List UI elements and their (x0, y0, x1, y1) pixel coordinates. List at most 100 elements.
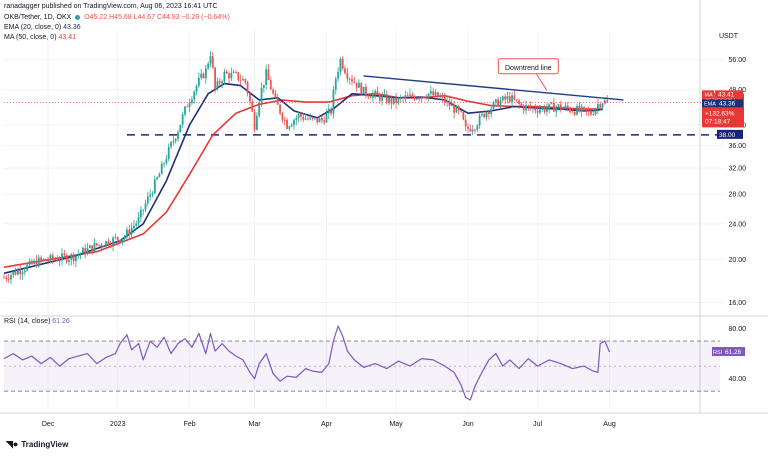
candle-body (260, 87, 263, 102)
candle-body (191, 99, 193, 104)
candle-body (230, 72, 233, 79)
rsi-tag-name-bg (712, 347, 723, 357)
candle-body (300, 113, 302, 117)
candle-body (17, 270, 19, 275)
candle-body (441, 96, 444, 98)
candle-body (603, 100, 606, 104)
rsi-tick-label: 80.00 (728, 326, 746, 333)
candle-body (344, 68, 346, 74)
candle-body (126, 229, 128, 238)
candle-body (40, 257, 43, 260)
candle-body (51, 255, 54, 260)
downtrend-label-box (497, 58, 559, 75)
candle-body (320, 117, 323, 121)
candle-body (232, 72, 235, 73)
candle-body (471, 129, 474, 132)
candle-body (70, 254, 73, 260)
rsi-tag-value: 61.26 (725, 349, 742, 356)
support-tag-bg (717, 129, 743, 139)
candle-body (580, 106, 583, 112)
time-tick-label: May (389, 421, 403, 428)
candle-body (100, 244, 103, 247)
candle-body (58, 260, 61, 262)
candle-body (513, 95, 516, 100)
candle-body (123, 237, 126, 240)
price-tick-label: 28.00 (728, 192, 746, 199)
candle-body (534, 108, 537, 111)
candle-body (204, 68, 207, 79)
candle-body (374, 91, 377, 94)
tradingview-logo[interactable]: ◥● TradingView (6, 439, 68, 450)
candle-body (121, 239, 124, 242)
downtrend-label: Downtrend line (505, 65, 552, 72)
candle-body (279, 104, 281, 114)
rsi-group (3, 325, 720, 401)
candle-body (47, 260, 49, 262)
candle-body (72, 254, 75, 262)
candle-body (550, 102, 553, 104)
candle-body (179, 124, 182, 133)
candle-body (105, 241, 107, 247)
candle-body (404, 95, 407, 99)
candle-body (153, 179, 156, 194)
candle-body (165, 159, 168, 164)
candle-body (362, 86, 365, 94)
candle-body (585, 107, 588, 111)
candle-body (193, 91, 196, 100)
candle-body (355, 82, 358, 88)
candle-body (146, 196, 149, 204)
candle-body (481, 113, 483, 116)
candle-body (128, 229, 131, 235)
candle-body (559, 104, 562, 110)
candle-body (476, 125, 479, 130)
candle-body (35, 260, 38, 267)
candle-body (139, 209, 142, 218)
candle-body (443, 96, 446, 103)
candle-body (137, 217, 140, 224)
candle-body (297, 113, 300, 118)
candle-body (30, 260, 33, 264)
candle-body (522, 105, 525, 111)
candle-body (323, 120, 326, 123)
candle-body (365, 86, 367, 95)
rsi-legend[interactable]: RSI (14, close) 61.26 (4, 318, 70, 325)
time-tick-label: Jul (533, 421, 542, 428)
candle-body (346, 73, 349, 79)
candle-body (10, 275, 12, 280)
candle-body (543, 107, 546, 112)
rsi-tag-name: RSI (713, 350, 723, 356)
candle-body (116, 237, 119, 240)
candle-body (566, 105, 569, 109)
candle-body (425, 97, 428, 99)
candle-body (385, 94, 388, 103)
candle-body (91, 245, 94, 252)
candle-body (156, 177, 159, 180)
candle-body (75, 255, 77, 262)
candles-group (3, 50, 609, 284)
candle-body (573, 111, 576, 115)
candle-body (195, 85, 198, 92)
candle-body (167, 146, 170, 160)
candle-body (61, 253, 63, 261)
candle-body (304, 118, 307, 120)
ma-legend[interactable]: MA (50, close, 0) 43.41 (4, 34, 76, 41)
time-axis: Dec 2023 Feb Mar Apr May Jun Jul Aug (42, 421, 616, 428)
ema-legend-value: 43.36 (63, 24, 81, 31)
candle-body (376, 91, 379, 95)
candle-body (390, 97, 393, 104)
last-price-tag-text: +132.63% (705, 110, 735, 117)
candle-body (474, 129, 476, 131)
candle-body (395, 97, 397, 104)
candle-body (258, 101, 261, 116)
candle-body (490, 108, 493, 114)
rsi-legend-label: RSI (14, close) (4, 318, 51, 325)
candle-body (295, 117, 298, 121)
candle-body (429, 91, 432, 94)
candle-body (235, 72, 237, 73)
candle-body (402, 97, 404, 99)
candle-body (318, 117, 321, 123)
candle-body (487, 111, 490, 114)
ema-legend[interactable]: EMA (20, close, 0) 43.36 (4, 24, 81, 31)
candle-body (388, 97, 391, 103)
